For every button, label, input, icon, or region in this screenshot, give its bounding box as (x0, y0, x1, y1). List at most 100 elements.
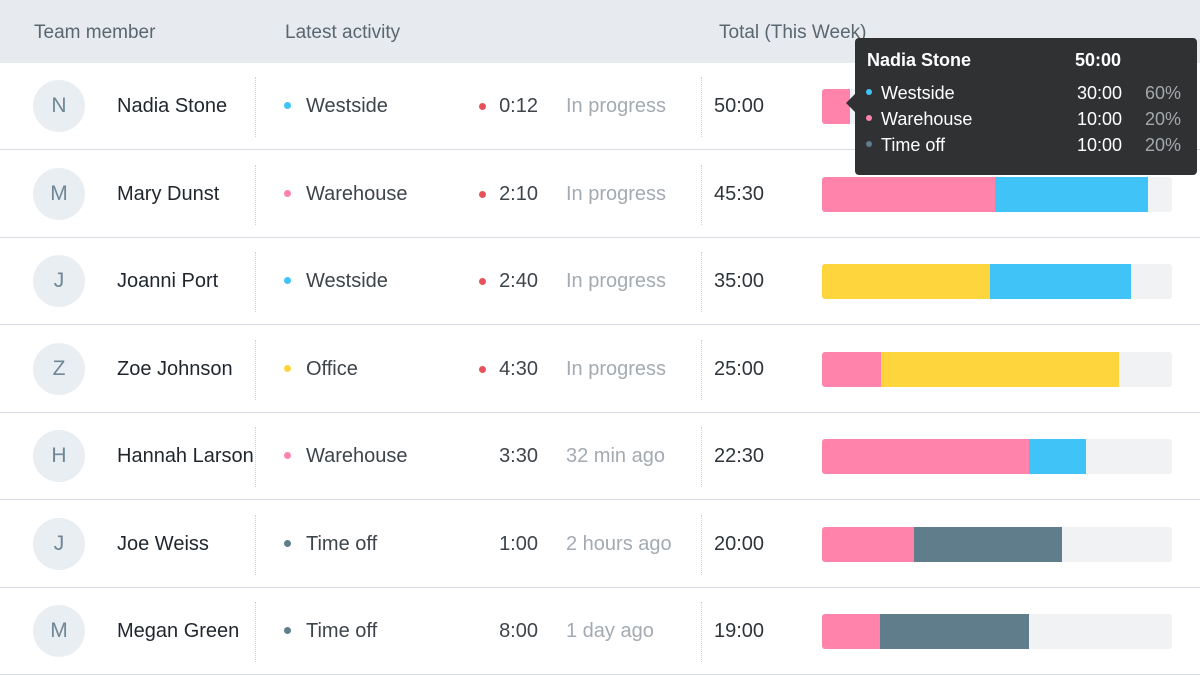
column-divider (255, 165, 256, 225)
member-name[interactable]: Hannah Larson (117, 445, 254, 467)
column-divider (701, 602, 702, 662)
bar-segment (1029, 439, 1086, 474)
activity-duration: 2:10 (499, 183, 538, 205)
weekly-total: 22:30 (714, 445, 765, 467)
activity-location: Time off (306, 620, 378, 642)
activity-location: Office (306, 358, 358, 380)
weekly-breakdown-bar[interactable] (822, 264, 1172, 299)
activity-location: Warehouse (306, 183, 408, 205)
avatar: Z (33, 343, 85, 395)
tooltip-label: Time off (881, 135, 946, 155)
live-indicator (479, 366, 486, 373)
activity-location: Time off (306, 533, 378, 555)
bar-segment (822, 177, 995, 212)
tooltip-percent: 60% (1145, 83, 1182, 103)
activity-duration: 1:00 (499, 533, 538, 555)
location-dot (284, 365, 291, 372)
activity-status: In progress (566, 270, 667, 292)
table-row[interactable]: J Joanni Port Westside 2:40 In progress 35:00 (0, 238, 1200, 325)
activity-status: In progress (566, 358, 667, 380)
avatar: N (33, 80, 85, 132)
avatar: J (33, 255, 85, 307)
tooltip-value: 30:00 (1077, 83, 1123, 103)
activity-location: Westside (306, 95, 388, 117)
table-row[interactable]: M Megan Green Time off 8:00 1 day ago 19:00 (0, 588, 1200, 675)
tooltip-arrow (846, 94, 855, 112)
bar-segment (822, 439, 1029, 474)
table-header: Team member Latest activity Total (This … (0, 0, 1200, 63)
bar-segment (822, 264, 990, 299)
tooltip-value: 10:00 (1077, 135, 1123, 155)
live-indicator (479, 103, 486, 110)
bar-segment (822, 89, 850, 124)
tooltip-value: 10:00 (1077, 109, 1123, 129)
location-dot (284, 627, 291, 634)
weekly-breakdown-bar[interactable] (822, 177, 1172, 212)
tooltip-row: Time off 10:00 20% (855, 135, 1197, 157)
location-dot (284, 540, 291, 547)
header-total-this-week[interactable]: Total (This Week) (719, 22, 867, 43)
column-divider (255, 252, 256, 312)
member-name[interactable]: Joe Weiss (117, 533, 209, 555)
weekly-breakdown-bar[interactable] (822, 439, 1172, 474)
location-dot (284, 277, 291, 284)
weekly-total: 50:00 (714, 95, 765, 117)
activity-duration: 3:30 (499, 445, 538, 467)
column-divider (255, 515, 256, 575)
table-row[interactable]: J Joe Weiss Time off 1:00 2 hours ago 20:00 (0, 501, 1200, 588)
weekly-total: 19:00 (714, 620, 765, 642)
tooltip-row: Westside 30:00 60% (855, 83, 1197, 105)
avatar: J (33, 518, 85, 570)
weekly-total: 45:30 (714, 183, 765, 205)
member-name[interactable]: Nadia Stone (117, 95, 228, 117)
tooltip-name: Nadia Stone (867, 50, 972, 70)
avatar: H (33, 430, 85, 482)
live-indicator (479, 191, 486, 198)
header-latest-activity[interactable]: Latest activity (285, 22, 401, 43)
table-row[interactable]: Z Zoe Johnson Office 4:30 In progress 25:00 (0, 326, 1200, 413)
column-divider (701, 77, 702, 137)
activity-status: 1 day ago (566, 620, 654, 642)
weekly-total: 20:00 (714, 533, 765, 555)
column-divider (255, 77, 256, 137)
column-divider (701, 340, 702, 400)
location-dot (284, 102, 291, 109)
activity-status: 2 hours ago (566, 533, 672, 555)
column-divider (255, 340, 256, 400)
location-dot (284, 190, 291, 197)
weekly-total: 35:00 (714, 270, 765, 292)
member-name[interactable]: Mary Dunst (117, 183, 220, 205)
tooltip-dot (866, 141, 872, 147)
tooltip-row: Warehouse 10:00 20% (855, 109, 1197, 131)
tooltip-dot (866, 115, 872, 121)
tooltip-percent: 20% (1145, 135, 1182, 155)
column-divider (701, 515, 702, 575)
member-name[interactable]: Zoe Johnson (117, 358, 233, 380)
activity-duration: 2:40 (499, 270, 538, 292)
tooltip-percent: 20% (1145, 109, 1182, 129)
activity-duration: 8:00 (499, 620, 538, 642)
tooltip-total: 50:00 (1075, 50, 1122, 70)
bar-segment (822, 614, 880, 649)
weekly-breakdown-bar[interactable] (822, 527, 1172, 562)
breakdown-tooltip: Nadia Stone 50:00 Westside 30:00 60% Wareho… (855, 38, 1197, 175)
weekly-breakdown-bar[interactable] (822, 614, 1172, 649)
bar-segment (914, 527, 1062, 562)
activity-status: In progress (566, 95, 667, 117)
live-indicator (479, 278, 486, 285)
avatar: M (33, 168, 85, 220)
table-row[interactable]: H Hannah Larson Warehouse 3:30 32 min ago 22:… (0, 413, 1200, 500)
activity-duration: 4:30 (499, 358, 538, 380)
table-row[interactable]: M Mary Dunst Warehouse 2:10 In progress 45:30 (0, 151, 1200, 238)
avatar: M (33, 605, 85, 657)
header-team-member[interactable]: Team member (34, 22, 156, 43)
weekly-breakdown-bar[interactable] (822, 352, 1172, 387)
column-divider (255, 602, 256, 662)
column-divider (701, 252, 702, 312)
bar-segment (990, 264, 1131, 299)
tooltip-dot (866, 89, 872, 95)
column-divider (701, 427, 702, 487)
member-name[interactable]: Joanni Port (117, 270, 219, 292)
tooltip-label: Warehouse (881, 109, 973, 129)
member-name[interactable]: Megan Green (117, 620, 240, 642)
